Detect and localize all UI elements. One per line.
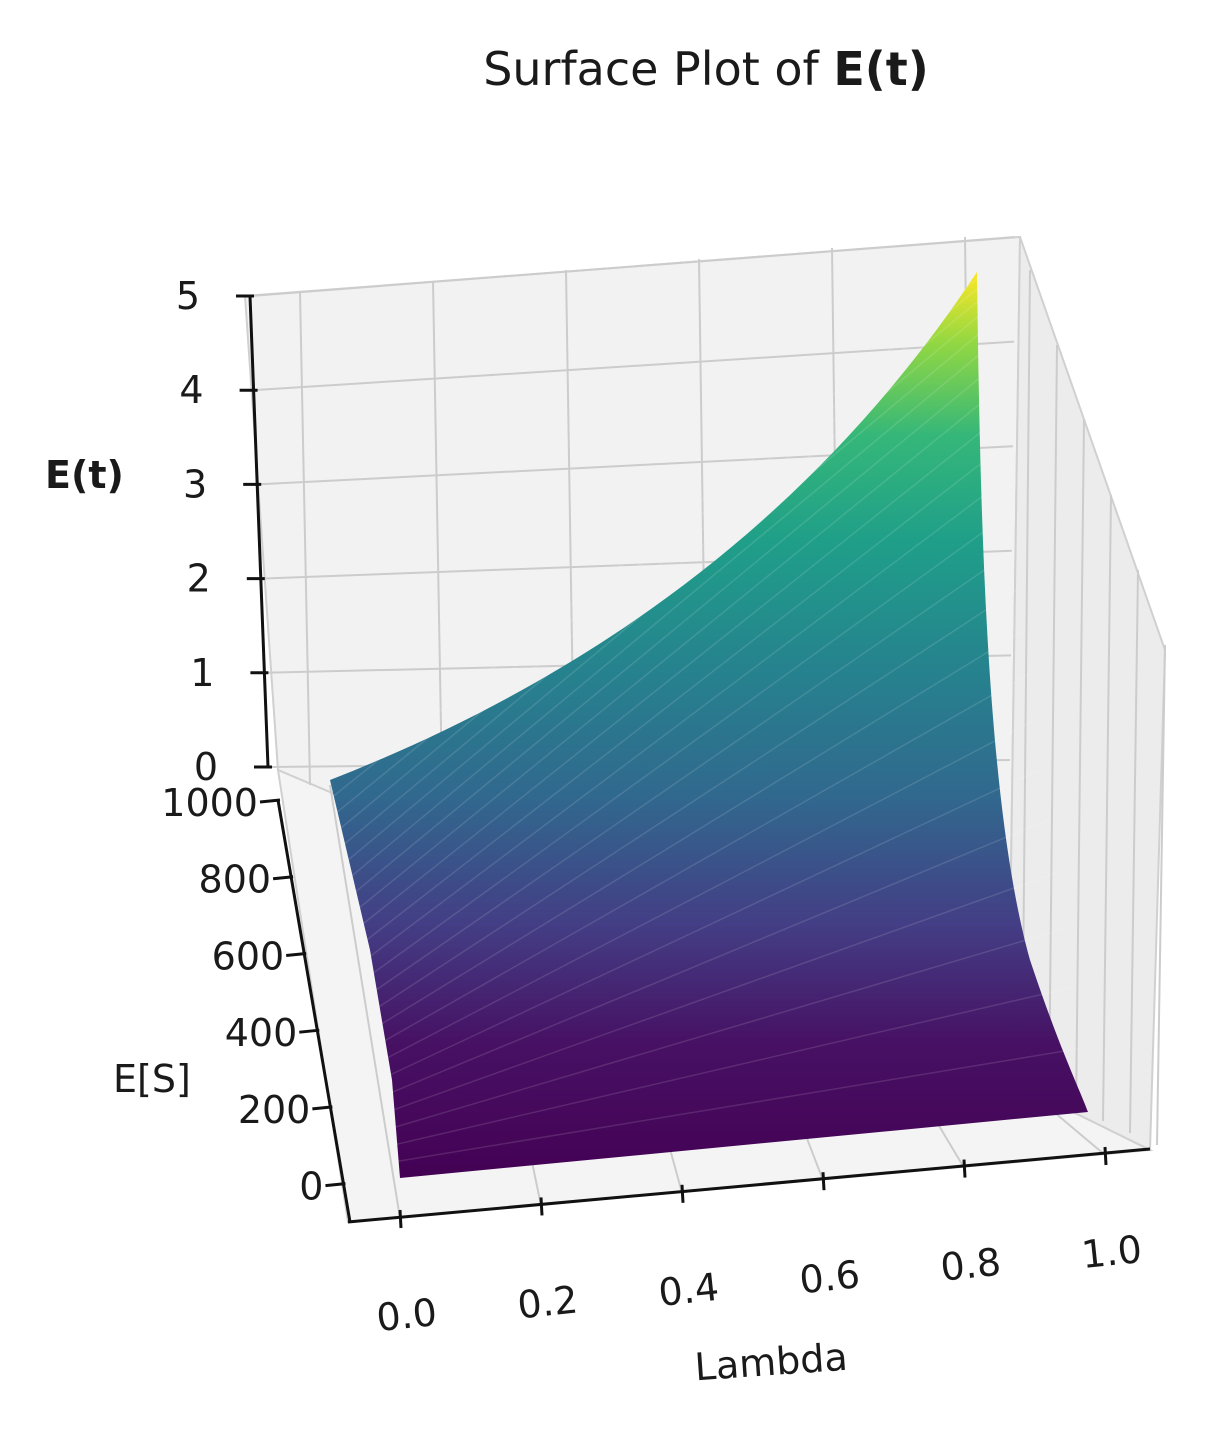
- surface-mesh-line: [335, 286, 980, 814]
- y-tick: [312, 1105, 333, 1111]
- surface-mesh-line: [332, 277, 979, 798]
- z-tick-label: 3: [183, 462, 207, 506]
- surface-mesh-line: [358, 447, 1001, 947]
- x-tick: [539, 1197, 544, 1216]
- z-axis-line: [248, 295, 270, 768]
- y-tick: [259, 798, 281, 804]
- z-tick-label: 2: [187, 557, 211, 601]
- x-gridline: [299, 291, 311, 786]
- z-tick-label: 1: [190, 651, 214, 695]
- surface-mesh-line: [355, 419, 997, 930]
- surface-mesh-line: [349, 368, 991, 897]
- surface-mesh-line: [373, 629, 1025, 1030]
- x-tick-label: 0.8: [938, 1240, 1003, 1290]
- y-tick-label: 600: [212, 934, 285, 978]
- surface-mesh-line: [382, 767, 1043, 1080]
- y-gridline: [1102, 494, 1112, 1122]
- surface: [330, 272, 1088, 1178]
- surface-mesh-line: [396, 1047, 1080, 1163]
- x-tick-label: 0.0: [374, 1290, 439, 1340]
- x-tick: [680, 1184, 685, 1203]
- y-tick: [286, 951, 307, 957]
- y-axis-label: E[S]: [113, 1057, 191, 1101]
- floor-gridline: [329, 784, 401, 1219]
- surface-mesh-line: [361, 479, 1005, 964]
- surface-mesh-line: [376, 672, 1031, 1046]
- surface-patch: [330, 272, 1088, 1178]
- surface-mesh-line: [379, 718, 1037, 1063]
- y-tick-label: 1000: [161, 781, 258, 825]
- surface-mesh-line: [338, 298, 982, 831]
- y-tick: [325, 1182, 346, 1188]
- x-tick-label: 0.2: [515, 1277, 580, 1327]
- y-gridline: [1129, 569, 1139, 1134]
- z-tick-label: 5: [176, 274, 200, 318]
- z-gridline: [249, 236, 1016, 297]
- surface-mesh-line: [370, 587, 1020, 1013]
- chart-title: Surface Plot of E(t): [483, 42, 929, 96]
- y-gridline: [1075, 419, 1085, 1110]
- surface-mesh-line: [364, 512, 1010, 980]
- z-tick-label: 4: [179, 368, 203, 412]
- y-tick-label: 400: [225, 1011, 298, 1055]
- x-tick: [962, 1159, 967, 1178]
- y-gridline: [1156, 644, 1166, 1146]
- x-axis-line: [347, 1147, 1151, 1224]
- y-tick: [272, 875, 294, 881]
- z-axis-label: E(t): [45, 453, 124, 497]
- surface-mesh-line: [391, 928, 1065, 1129]
- surface-mesh-line: [393, 986, 1072, 1146]
- surface-mesh-line: [341, 312, 983, 847]
- surface-mesh-line: [367, 549, 1015, 997]
- z-tick-label: 0: [194, 745, 218, 789]
- y-tick: [299, 1028, 320, 1034]
- x-axis-label: Lambda: [693, 1335, 849, 1390]
- surface-mesh-line: [352, 392, 994, 914]
- y-tick-label: 800: [199, 858, 272, 902]
- y-gridline: [1048, 344, 1058, 1098]
- surface-mesh-line: [344, 328, 986, 864]
- x-tick: [398, 1209, 403, 1229]
- y-tick-label: 200: [238, 1088, 311, 1132]
- y-tick-label: 0: [299, 1165, 323, 1209]
- x-tick-label: 0.4: [656, 1265, 721, 1315]
- surface-mesh-line: [347, 347, 988, 881]
- x-tick: [821, 1172, 826, 1191]
- x-tick-label: 1.0: [1079, 1227, 1144, 1277]
- y-axis-line: [276, 799, 352, 1223]
- x-tick: [1103, 1146, 1108, 1166]
- axes: 0 1 2 3 4 5 0 200 400 600 800 1000 0.0 0.2 0.4 0.6 0.8 1.…: [161, 274, 1151, 1340]
- z-gridline: [253, 340, 1015, 392]
- surface-mesh-line: [385, 818, 1050, 1096]
- surface-mesh-line: [388, 872, 1057, 1113]
- x-tick-label: 0.6: [797, 1252, 862, 1302]
